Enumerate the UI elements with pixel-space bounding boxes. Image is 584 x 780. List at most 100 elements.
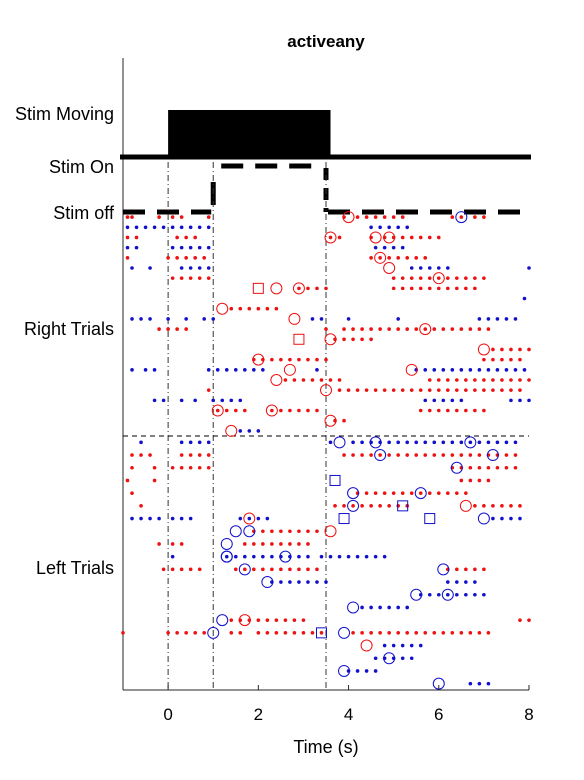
spike-dot: [427, 266, 432, 270]
spike-dot: [409, 266, 414, 270]
spike-dot: [436, 286, 441, 291]
event-circle-marker: [324, 525, 337, 538]
left-trial-7: [130, 512, 522, 525]
spike-dot: [179, 398, 184, 403]
spike-dot: [504, 317, 509, 321]
left-trial-10: [170, 550, 387, 563]
spike-dot: [355, 215, 360, 219]
spike-dot: [468, 478, 473, 483]
spike-dot: [455, 276, 459, 280]
spike-dot: [491, 357, 495, 362]
spike-dot: [170, 276, 175, 280]
spike-dot: [170, 554, 175, 559]
spike-dot: [418, 388, 423, 392]
spike-dot: [522, 368, 527, 372]
spike-dot: [414, 256, 419, 260]
spike-dot: [391, 276, 396, 280]
spike-dot: [297, 580, 301, 584]
spike-dot: [473, 215, 477, 219]
spike-dot: [342, 453, 346, 457]
event-circle-marker: [342, 211, 355, 224]
spike-dot: [355, 554, 360, 559]
spike-dot: [364, 215, 369, 219]
event-circle-marker: [238, 614, 251, 627]
spike-dot: [468, 368, 473, 372]
spike-dot: [306, 286, 310, 291]
left-trial-5: [130, 487, 468, 500]
spike-dot: [450, 215, 455, 219]
spike-dot: [274, 306, 279, 311]
spike-dot: [391, 388, 396, 392]
event-circle-marker: [464, 436, 477, 449]
left-trial-12: [261, 576, 477, 589]
spike-dot: [229, 631, 234, 635]
spike-dot: [148, 453, 152, 457]
spike-dot: [342, 337, 346, 342]
spike-dot: [450, 440, 455, 445]
spike-dot: [279, 580, 283, 584]
spike-dot: [243, 567, 247, 572]
spike-dot: [351, 631, 355, 635]
spike-dot: [418, 491, 423, 495]
spike-dot: [148, 516, 152, 521]
spike-dot: [473, 388, 477, 392]
spike-dot: [243, 542, 247, 546]
event-circle-marker: [374, 449, 387, 462]
left-trial-16: [121, 626, 491, 639]
spike-dot: [288, 357, 292, 362]
spike-dot: [197, 440, 202, 445]
spike-dot: [396, 225, 400, 230]
spike-dot: [378, 256, 382, 260]
event-circle-marker: [270, 282, 283, 295]
x-tick-label: 0: [163, 705, 172, 724]
spike-dot: [418, 266, 423, 270]
spike-dot: [261, 554, 265, 559]
spike-dot: [450, 631, 455, 635]
spike-dot: [391, 245, 396, 250]
spike-dot: [351, 440, 355, 445]
spike-dot: [464, 567, 468, 572]
spike-dot: [387, 327, 391, 331]
spike-dot: [179, 215, 184, 219]
spike-dot: [170, 245, 175, 250]
spike-dot: [270, 567, 274, 572]
spike-dot: [382, 215, 387, 219]
spike-dot: [464, 378, 468, 382]
spike-dot: [215, 408, 220, 413]
spike-dot: [297, 408, 301, 413]
spike-dot: [405, 225, 410, 230]
spike-dot: [297, 529, 301, 534]
spike-dot: [522, 296, 527, 301]
spike-dot: [513, 317, 518, 321]
spike-dot: [197, 266, 202, 270]
spike-dot: [188, 276, 193, 280]
spike-dot: [139, 453, 143, 457]
spike-dot: [179, 245, 184, 250]
spike-dot: [387, 504, 391, 508]
spike-dot: [206, 465, 211, 470]
spike-dot: [504, 453, 509, 457]
spike-dot: [500, 347, 504, 352]
spike-dot: [256, 516, 261, 521]
spike-dot: [446, 592, 450, 597]
spike-dot: [337, 378, 342, 382]
spike-dot: [477, 681, 482, 686]
spike-dot: [459, 327, 464, 331]
raster-marks: [121, 211, 531, 690]
spike-dot: [157, 542, 161, 546]
spike-dot: [337, 388, 342, 392]
spike-dot: [423, 368, 428, 372]
x-axis-label: Time (s): [293, 737, 358, 757]
spike-dot: [306, 554, 310, 559]
left-trial-17: [360, 639, 423, 652]
spike-dot: [283, 378, 288, 382]
spike-dot: [197, 276, 202, 280]
spike-dot: [306, 529, 310, 534]
spike-dot: [175, 327, 179, 331]
event-circle-marker: [347, 487, 360, 500]
spike-dot: [441, 631, 446, 635]
spike-dot: [378, 453, 382, 457]
spike-dot: [197, 465, 202, 470]
spike-dot: [400, 235, 405, 240]
spike-dot: [157, 516, 161, 521]
